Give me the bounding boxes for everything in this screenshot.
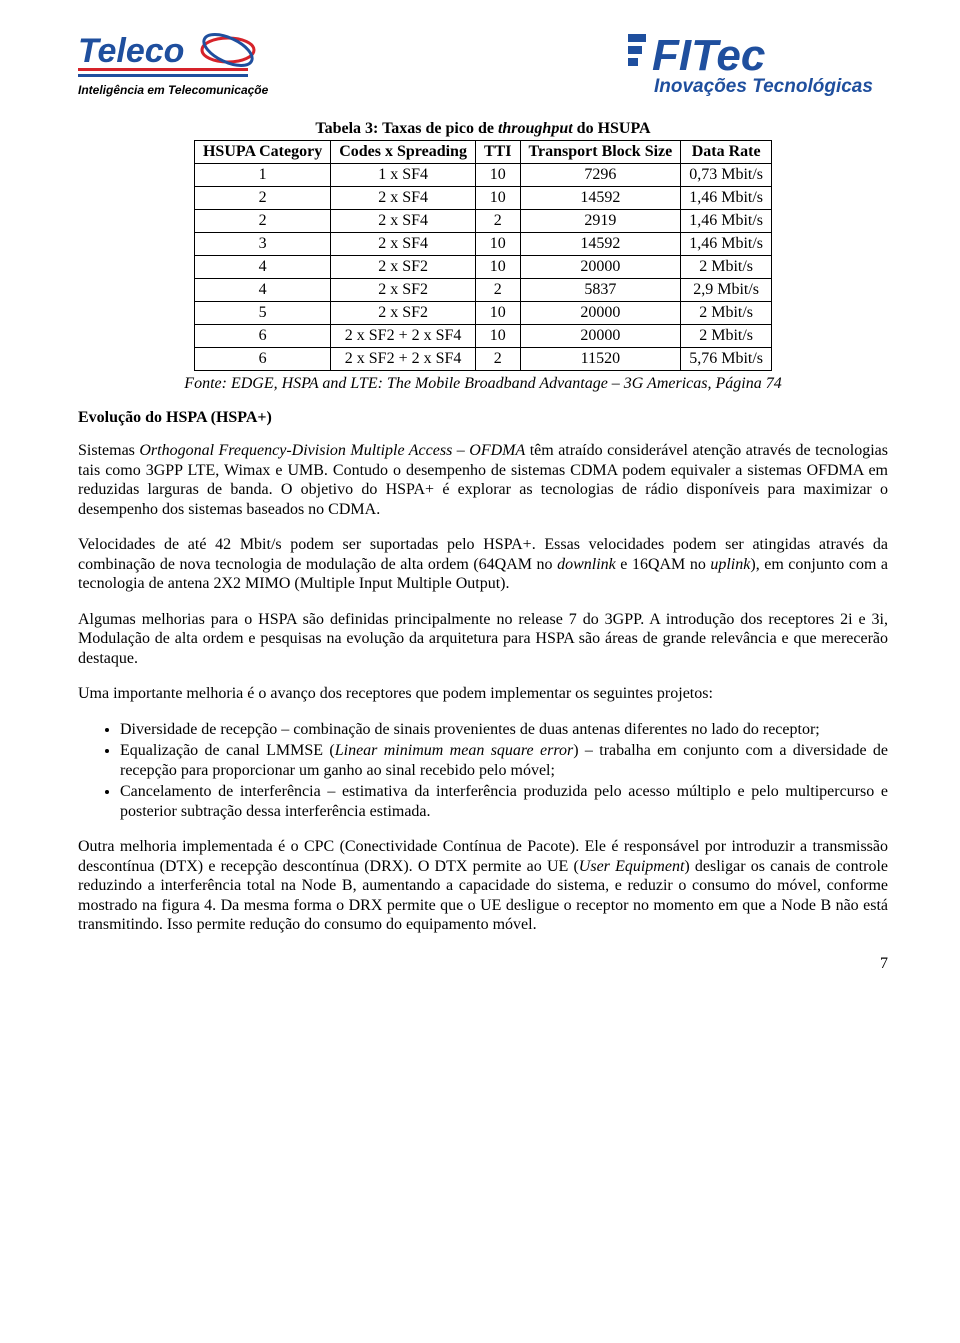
table-cell: 11520 [520,348,681,371]
table-row: 42 x SF2258372,9 Mbit/s [194,279,771,302]
fitec-logo: FITec Inovações Tecnológicas [628,28,888,108]
table-cell: 2 x SF2 [331,279,476,302]
text-em: Linear minimum mean square error [335,742,574,759]
table-cell: 14592 [520,187,681,210]
col-header: Transport Block Size [520,141,681,164]
paragraph-4: Uma importante melhoria é o avanço dos r… [78,684,888,704]
svg-text:FITec: FITec [652,31,765,80]
paragraph-5: Outra melhoria implementada é o CPC (Con… [78,837,888,935]
table-cell: 2 x SF2 [331,302,476,325]
table-cell: 1,46 Mbit/s [681,233,772,256]
table-source: Fonte: EDGE, HSPA and LTE: The Mobile Br… [78,375,888,393]
text: e 16QAM no [616,556,711,573]
table-cell: 20000 [520,325,681,348]
table-cell: 20000 [520,302,681,325]
section-title: Evolução do HSPA (HSPA+) [78,409,888,427]
svg-text:Teleco: Teleco [78,32,184,70]
text: Sistemas [78,442,139,459]
table-cell: 7296 [520,164,681,187]
table-row: 62 x SF2 + 2 x SF42115205,76 Mbit/s [194,348,771,371]
table-title-prefix: Tabela 3: Taxas de pico de [315,120,498,137]
text-em: Orthogonal Frequency-Division Multiple A… [139,442,525,459]
list-item: Equalização de canal LMMSE (Linear minim… [120,741,888,780]
table-cell: 2 x SF2 [331,256,476,279]
table-row: 11 x SF41072960,73 Mbit/s [194,164,771,187]
table-title: Tabela 3: Taxas de pico de throughput do… [78,120,888,138]
table-cell: 5837 [520,279,681,302]
col-header: Data Rate [681,141,772,164]
table-cell: 1,46 Mbit/s [681,210,772,233]
table-cell: 14592 [520,233,681,256]
svg-text:Inteligência em Telecomunicaçõ: Inteligência em Telecomunicações [78,83,268,97]
table-cell: 2 x SF2 + 2 x SF4 [331,325,476,348]
svg-text:Inovações Tecnológicas: Inovações Tecnológicas [654,76,873,97]
bullet-list: Diversidade de recepção – combinação de … [78,720,888,822]
table-cell: 2 [194,210,330,233]
list-item: Diversidade de recepção – combinação de … [120,720,888,740]
table-cell: 3 [194,233,330,256]
table-cell: 2 [475,210,520,233]
table-cell: 10 [475,233,520,256]
list-item: Cancelamento de interferência – estimati… [120,782,888,821]
paragraph-1: Sistemas Orthogonal Frequency-Division M… [78,441,888,519]
table-cell: 2 Mbit/s [681,325,772,348]
table-row: 42 x SF210200002 Mbit/s [194,256,771,279]
table-row: 62 x SF2 + 2 x SF410200002 Mbit/s [194,325,771,348]
table-cell: 5 [194,302,330,325]
table-cell: 2 x SF4 [331,210,476,233]
table-cell: 2 Mbit/s [681,302,772,325]
table-cell: 2 [475,279,520,302]
paragraph-3: Algumas melhorias para o HSPA são defini… [78,610,888,669]
table-cell: 2 x SF2 + 2 x SF4 [331,348,476,371]
table-cell: 10 [475,256,520,279]
paragraph-2: Velocidades de até 42 Mbit/s podem ser s… [78,535,888,594]
table-body: 11 x SF41072960,73 Mbit/s22 x SF41014592… [194,164,771,371]
hsupa-table: HSUPA Category Codes x Spreading TTI Tra… [194,140,772,371]
table-cell: 0,73 Mbit/s [681,164,772,187]
table-row: 52 x SF210200002 Mbit/s [194,302,771,325]
table-cell: 10 [475,187,520,210]
col-header: Codes x Spreading [331,141,476,164]
table-cell: 2 x SF4 [331,233,476,256]
table-cell: 2 [475,348,520,371]
table-cell: 4 [194,256,330,279]
table-cell: 6 [194,348,330,371]
table-cell: 1 [194,164,330,187]
table-row: 22 x SF410145921,46 Mbit/s [194,187,771,210]
text: Equalização de canal LMMSE ( [120,742,335,759]
text-em: downlink [557,556,616,573]
table-cell: 4 [194,279,330,302]
table-cell: 2 x SF4 [331,187,476,210]
table-cell: 10 [475,164,520,187]
table-row: 32 x SF410145921,46 Mbit/s [194,233,771,256]
table-title-suffix: do HSUPA [573,120,651,137]
table-cell: 2 Mbit/s [681,256,772,279]
table-cell: 1 x SF4 [331,164,476,187]
col-header: HSUPA Category [194,141,330,164]
table-cell: 6 [194,325,330,348]
table-cell: 10 [475,302,520,325]
page-number: 7 [880,955,888,973]
table-cell: 2 [194,187,330,210]
col-header: TTI [475,141,520,164]
text-em: uplink [710,556,750,573]
table-row: 22 x SF4229191,46 Mbit/s [194,210,771,233]
page-header: Teleco Inteligência em Telecomunicações … [78,28,888,108]
text-em: User Equipment [579,858,685,875]
table-title-em: throughput [498,120,573,137]
table-cell: 2,9 Mbit/s [681,279,772,302]
table-cell: 1,46 Mbit/s [681,187,772,210]
table-cell: 20000 [520,256,681,279]
table-cell: 5,76 Mbit/s [681,348,772,371]
table-header-row: HSUPA Category Codes x Spreading TTI Tra… [194,141,771,164]
table-cell: 2919 [520,210,681,233]
table-cell: 10 [475,325,520,348]
teleco-logo: Teleco Inteligência em Telecomunicações [78,28,268,108]
